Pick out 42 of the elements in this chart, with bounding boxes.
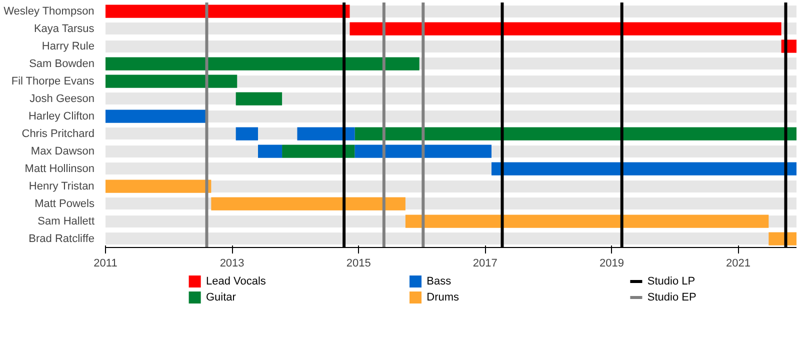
y-tick-label: Fil Thorpe Evans: [11, 75, 95, 88]
bar: [350, 22, 782, 36]
x-tick-label: 2017: [472, 258, 498, 270]
bar: [492, 162, 796, 176]
y-tick-label: Matt Hollinson: [24, 162, 95, 175]
legend-label: Drums: [426, 292, 460, 304]
y-tick-label: Matt Powels: [34, 198, 95, 210]
bar: [106, 180, 212, 193]
x-tick-label: 2015: [346, 258, 371, 270]
y-tick-label: Kaya Tarsus: [34, 22, 95, 35]
bar: [297, 127, 355, 140]
bar: [258, 144, 282, 158]
x-tick-label: 2011: [94, 258, 118, 270]
y-tick-label: Henry Tristan: [28, 180, 94, 192]
bar: [236, 127, 258, 140]
x-tick-label: 2021: [726, 258, 751, 270]
y-tick-label: Max Dawson: [30, 145, 94, 158]
x-tick-label: 2019: [599, 258, 624, 270]
y-tick-label: Wesley Thompson: [4, 5, 94, 18]
bar: [354, 127, 796, 140]
bar: [354, 144, 492, 158]
y-tick-label: Josh Geeson: [30, 92, 95, 105]
y-tick-label: Brad Ratcliffe: [28, 232, 94, 245]
bar: [106, 74, 238, 88]
x-tick-label: 2013: [220, 258, 244, 270]
bar: [405, 214, 769, 228]
legend-label: Studio LP: [647, 276, 696, 288]
bar: [236, 92, 282, 106]
legend-label: Lead Vocals: [206, 276, 266, 288]
y-tick-label: Harry Rule: [42, 40, 95, 52]
legend-label: Guitar: [206, 292, 236, 304]
bar: [106, 57, 420, 70]
bar: [106, 110, 207, 123]
y-tick-label: Sam Hallett: [38, 215, 95, 228]
bar: [282, 144, 355, 158]
y-tick-label: Sam Bowden: [29, 58, 95, 70]
legend-label: Studio EP: [647, 292, 696, 304]
legend-label: Bass: [426, 276, 452, 288]
bar: [106, 4, 350, 18]
y-tick-label: Harley Clifton: [28, 110, 95, 122]
bar: [211, 197, 406, 210]
y-tick-label: Chris Pritchard: [22, 128, 95, 140]
